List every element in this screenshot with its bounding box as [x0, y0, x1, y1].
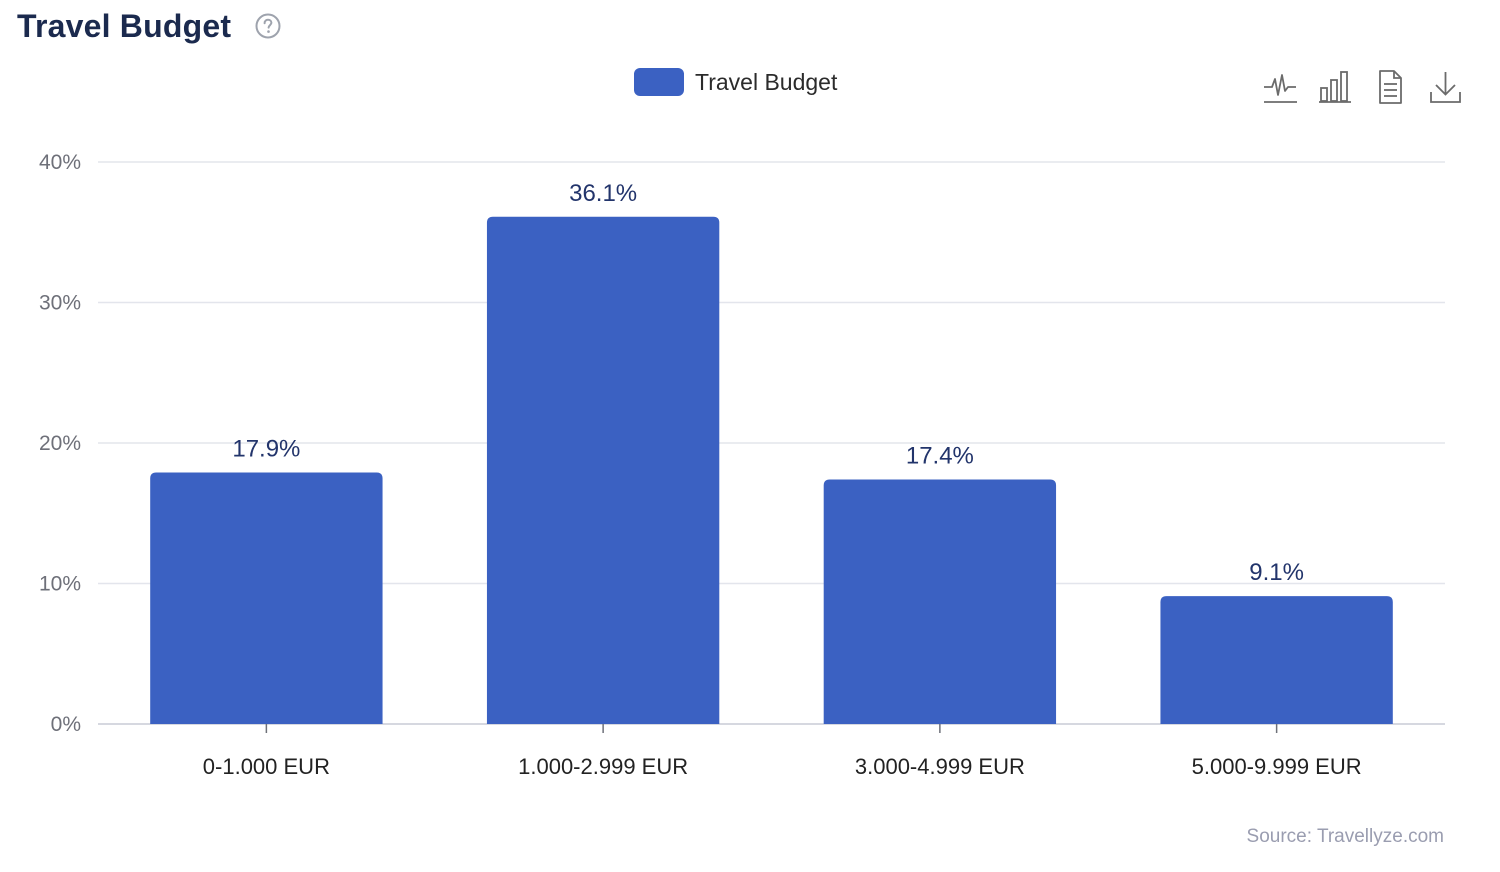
x-tick-label: 3.000-4.999 EUR [855, 754, 1025, 779]
y-tick-label: 30% [39, 292, 81, 315]
legend-swatch [634, 68, 684, 96]
bar-chart-icon[interactable] [1318, 68, 1353, 106]
x-tick-label: 1.000-2.999 EUR [518, 754, 688, 779]
bar-chart: 0% 10% 20% 30% 40% 17.9% 0-1.000 EUR 36.1% 1.000… [39, 151, 1445, 779]
chart-legend[interactable]: Travel Budget [634, 66, 837, 98]
chart-toolbar [1263, 68, 1463, 106]
y-tick-label: 40% [39, 151, 81, 174]
bar [486, 216, 720, 725]
bar [823, 479, 1057, 724]
bar [150, 472, 383, 724]
chart-header: Travel Budget [17, 6, 281, 46]
bar [1160, 596, 1393, 724]
data-label: 9.1% [1249, 559, 1304, 586]
line-chart-icon[interactable] [1263, 68, 1298, 106]
y-tick-label: 20% [39, 432, 81, 455]
data-label: 17.4% [906, 443, 974, 470]
x-tick-label: 0-1.000 EUR [203, 754, 330, 779]
data-label: 17.9% [232, 436, 300, 463]
y-tick-label: 10% [39, 573, 81, 596]
legend-label: Travel Budget [695, 68, 838, 95]
data-view-icon[interactable] [1373, 68, 1408, 106]
source-note: Source: Travellyze.com [1246, 826, 1444, 847]
chart-title: Travel Budget [17, 7, 232, 44]
y-tick-label: 0% [51, 713, 81, 736]
download-icon[interactable] [1428, 68, 1463, 106]
question-circle-icon[interactable] [255, 13, 281, 39]
data-label: 36.1% [569, 180, 637, 207]
x-tick-label: 5.000-9.999 EUR [1192, 754, 1362, 779]
